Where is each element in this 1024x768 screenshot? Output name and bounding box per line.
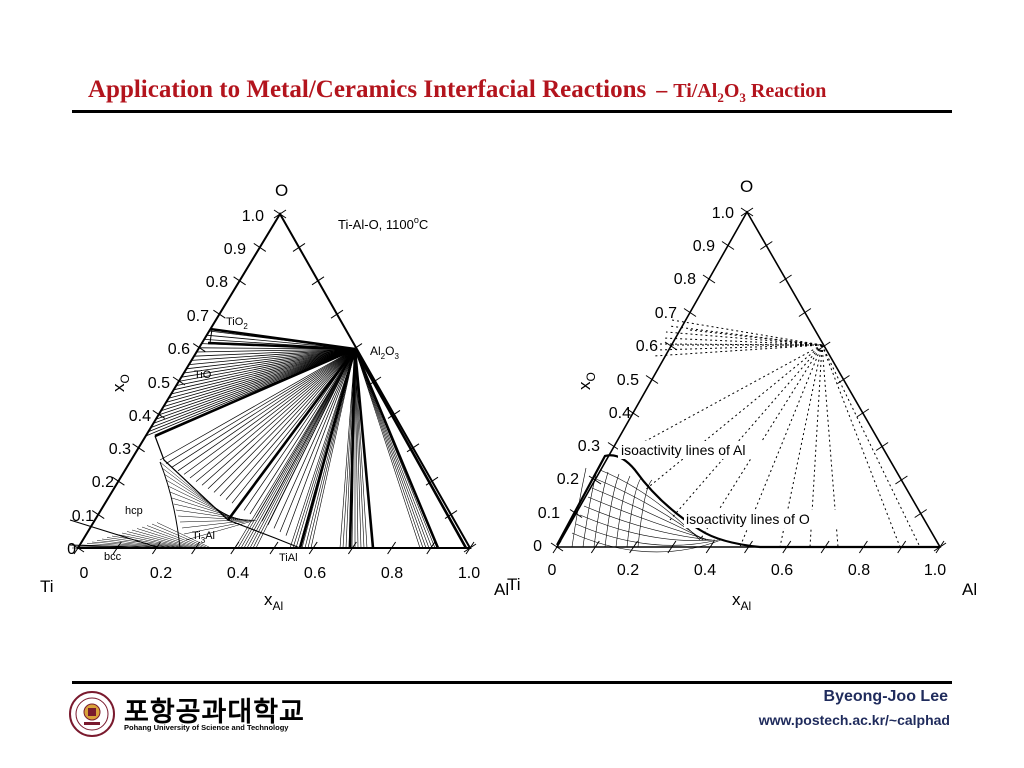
left-x-tick-labels: 0 0.2 0.4 0.6 0.8 1.0 bbox=[80, 565, 481, 582]
left-x-tick-label: 0.2 bbox=[150, 565, 172, 582]
right-x-tick-label: 0.8 bbox=[848, 562, 870, 579]
dotted-tie-line bbox=[670, 345, 822, 520]
left-ternary-diagram: O Ti Al Ti-Al-O, 1100oC 1.0 0.9 0.8 0.7 … bbox=[40, 181, 509, 613]
tie-line bbox=[170, 492, 240, 520]
left-phase-tio: TiO bbox=[194, 369, 212, 381]
left-y-tick-label: 0.7 bbox=[187, 308, 209, 325]
left-phase-hcp: hcp bbox=[125, 505, 143, 517]
left-x-tick-label: 0.6 bbox=[304, 565, 326, 582]
isoactivity-line-al bbox=[605, 474, 619, 547]
left-phase-tial: TiAl bbox=[279, 552, 298, 564]
tie-line bbox=[160, 462, 230, 520]
right-y-tick-label: 0 bbox=[533, 538, 542, 555]
right-x-tick-label: 0.6 bbox=[771, 562, 793, 579]
right-y-tick-label: 0.6 bbox=[636, 338, 658, 355]
right-y-axis-label: xO bbox=[575, 372, 598, 390]
right-x-tick-label: 0 bbox=[548, 562, 557, 579]
right-tick-marks bbox=[551, 208, 946, 553]
left-y-tick-label: 1.0 bbox=[242, 208, 264, 225]
university-logo-block: 포항공과대학교 Pohang University of Science and… bbox=[68, 690, 348, 740]
dotted-tie-line bbox=[666, 332, 822, 345]
dotted-tie-line bbox=[669, 326, 822, 345]
left-phase-al2o3: Al2O3 bbox=[370, 344, 399, 361]
left-phase-tio2: TiO2 bbox=[226, 316, 248, 331]
tie-line bbox=[250, 349, 355, 514]
right-y-tick-label: 0.8 bbox=[674, 271, 696, 288]
author-name: Byeong-Joo Lee bbox=[824, 688, 948, 706]
left-y-tick-label: 0.9 bbox=[224, 241, 246, 258]
right-x-tick-label: 0.2 bbox=[617, 562, 639, 579]
dotted-tie-line bbox=[620, 345, 822, 455]
right-vertex-al: Al bbox=[962, 580, 977, 599]
left-y-tick-label: 0 bbox=[67, 541, 76, 558]
right-label-isoactivity-o: isoactivity lines of O bbox=[686, 511, 810, 527]
dotted-tie-line bbox=[690, 330, 822, 345]
author-url: www.postech.ac.kr/~calphad bbox=[759, 712, 950, 728]
left-x-tick-label: 0 bbox=[80, 565, 89, 582]
left-y-axis-label: xO bbox=[109, 374, 132, 392]
right-y-tick-label: 0.2 bbox=[557, 471, 579, 488]
right-triangle bbox=[557, 212, 940, 547]
right-y-tick-label: 0.5 bbox=[617, 372, 639, 389]
left-ti3al-boundary bbox=[160, 462, 180, 548]
right-x-tick-labels: 0 0.2 0.4 0.6 0.8 1.0 bbox=[548, 562, 947, 579]
right-y-tick-label: 0.1 bbox=[538, 505, 560, 522]
left-vertex-o: O bbox=[275, 181, 288, 200]
left-diagram-title: Ti-Al-O, 1100oC bbox=[338, 215, 428, 232]
left-vertex-ti: Ti bbox=[40, 577, 54, 596]
three-phase-line bbox=[355, 349, 438, 548]
tie-line bbox=[253, 349, 355, 548]
right-y-tick-label: 0.4 bbox=[609, 405, 631, 422]
tie-line bbox=[355, 349, 426, 548]
left-y-tick-label: 0.1 bbox=[72, 508, 94, 525]
right-label-isoactivity-al: isoactivity lines of Al bbox=[621, 442, 746, 458]
left-phase-bcc: bcc bbox=[104, 551, 122, 563]
tie-line bbox=[180, 520, 250, 522]
right-x-axis-label: xAl bbox=[732, 590, 751, 613]
right-x-tick-label: 0.4 bbox=[694, 562, 716, 579]
right-y-tick-labels: 1.0 0.9 0.8 0.7 0.6 0.5 0.4 0.3 0.2 0.1 … bbox=[533, 205, 734, 555]
tie-line bbox=[196, 349, 355, 482]
university-name-english: Pohang University of Science and Technol… bbox=[124, 723, 288, 732]
right-x-tick-label: 1.0 bbox=[924, 562, 946, 579]
dotted-tie-line bbox=[657, 345, 822, 350]
tie-line bbox=[241, 349, 355, 548]
right-y-tick-label: 0.9 bbox=[693, 238, 715, 255]
right-ternary-diagram: O Ti Al 1.0 0.9 0.8 0.7 0.6 0.5 0.4 0.3 … bbox=[507, 177, 977, 613]
right-y-tick-label: 1.0 bbox=[712, 205, 734, 222]
tie-line bbox=[178, 516, 248, 520]
left-y-tick-label: 0.5 bbox=[148, 375, 170, 392]
right-vertex-ti: Ti bbox=[507, 575, 521, 594]
university-seal-icon bbox=[68, 690, 116, 738]
dotted-tie-line bbox=[654, 345, 822, 356]
left-x-tick-label: 0.4 bbox=[227, 565, 249, 582]
left-y-tick-label: 0.8 bbox=[206, 274, 228, 291]
tie-line bbox=[153, 349, 355, 423]
tie-line bbox=[235, 349, 355, 548]
right-phase-boundary bbox=[557, 455, 940, 547]
left-x-tick-label: 0.8 bbox=[381, 565, 403, 582]
left-y-tick-label: 0.2 bbox=[92, 474, 114, 491]
footer-divider bbox=[72, 681, 952, 684]
right-y-tick-label: 0.7 bbox=[655, 305, 677, 322]
left-x-tick-label: 1.0 bbox=[458, 565, 480, 582]
right-vertex-o: O bbox=[740, 177, 753, 196]
tie-line bbox=[286, 349, 355, 536]
left-y-tick-label: 0.6 bbox=[168, 341, 190, 358]
left-y-tick-label: 0.3 bbox=[109, 441, 131, 458]
right-y-tick-label: 0.3 bbox=[578, 438, 600, 455]
left-x-axis-label: xAl bbox=[264, 590, 283, 613]
dotted-tie-line bbox=[645, 345, 822, 490]
left-y-tick-label: 0.4 bbox=[129, 408, 151, 425]
